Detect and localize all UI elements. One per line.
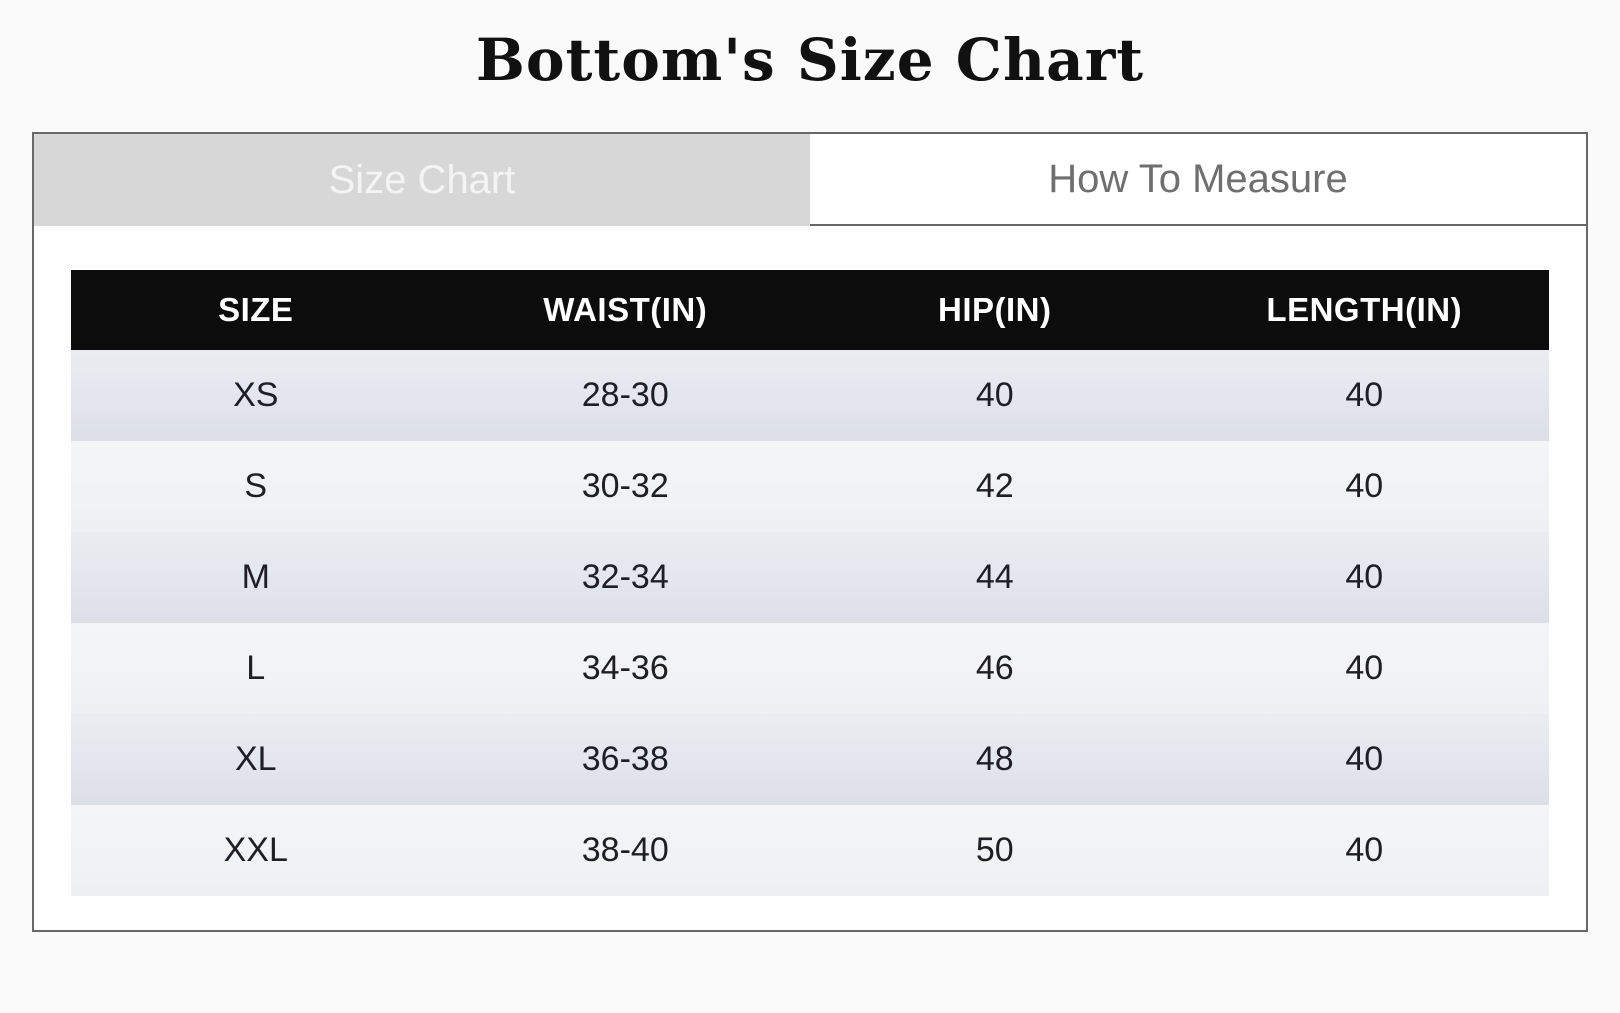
cell-hip: 44 <box>975 558 1014 596</box>
table-row-xl: XL 36-38 48 40 <box>71 714 1549 805</box>
cell-length: 40 <box>1345 831 1384 869</box>
tab-size-chart[interactable]: Size Chart <box>34 134 810 226</box>
table-row-m: M 32-34 44 40 <box>71 532 1549 623</box>
column-header-length: LENGTH(IN) <box>1179 270 1549 350</box>
header-row: SIZE WAIST(IN) HIP(IN) LENGTH(IN) <box>71 270 1549 350</box>
cell-waist: 30-32 <box>581 467 669 505</box>
cell-hip: 50 <box>975 831 1014 869</box>
cell-hip: 48 <box>975 740 1014 778</box>
table-row-s: S 30-32 42 40 <box>71 441 1549 532</box>
cell-length: 40 <box>1345 740 1384 778</box>
table-row-xxl: XXL 38-40 50 40 <box>71 805 1549 896</box>
column-header-hip: HIP(IN) <box>810 270 1180 350</box>
cell-hip: 46 <box>975 649 1014 687</box>
tab-how-to-measure[interactable]: How To Measure <box>810 134 1586 226</box>
size-table-header: SIZE WAIST(IN) HIP(IN) LENGTH(IN) <box>71 270 1549 350</box>
cell-waist: 28-30 <box>581 376 669 414</box>
cell-waist: 36-38 <box>581 740 669 778</box>
cell-length: 40 <box>1345 558 1384 596</box>
cell-size: M <box>241 558 270 596</box>
size-chart-content: SIZE WAIST(IN) HIP(IN) LENGTH(IN) XS 28-… <box>34 226 1586 896</box>
cell-length: 40 <box>1345 649 1384 687</box>
table-row-xs: XS 28-30 40 40 <box>71 350 1549 441</box>
cell-size: XL <box>234 740 277 778</box>
cell-waist: 34-36 <box>581 649 669 687</box>
cell-size: XS <box>233 376 279 414</box>
page-title: Bottom's Size Chart <box>475 26 1145 94</box>
cell-length: 40 <box>1345 376 1384 414</box>
cell-waist: 38-40 <box>581 831 669 869</box>
table-row-l: L 34-36 46 40 <box>71 623 1549 714</box>
column-header-waist: WAIST(IN) <box>440 270 810 350</box>
tab-bar: Size Chart How To Measure <box>34 134 1586 226</box>
cell-size: L <box>246 649 266 687</box>
cell-length: 40 <box>1345 467 1384 505</box>
cell-size: XXL <box>223 831 288 869</box>
cell-size: S <box>244 467 268 505</box>
cell-hip: 42 <box>975 467 1014 505</box>
cell-waist: 32-34 <box>581 558 669 596</box>
cell-hip: 40 <box>975 376 1014 414</box>
size-table: SIZE WAIST(IN) HIP(IN) LENGTH(IN) XS 28-… <box>71 270 1549 896</box>
size-chart-panel: Size Chart How To Measure SIZE WAIST(IN)… <box>32 132 1588 932</box>
column-header-size: SIZE <box>71 270 441 350</box>
size-table-body: XS 28-30 40 40 S 30-32 42 40 M 32-34 44 … <box>71 350 1549 896</box>
